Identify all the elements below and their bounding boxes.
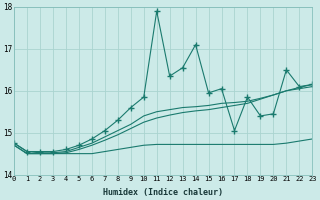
X-axis label: Humidex (Indice chaleur): Humidex (Indice chaleur) bbox=[103, 188, 223, 197]
